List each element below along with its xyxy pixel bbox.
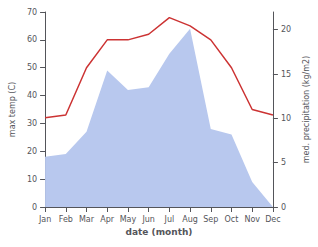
svg-text:med. precipitation (kg/m2): med. precipitation (kg/m2) xyxy=(302,56,311,163)
svg-text:Nov: Nov xyxy=(244,215,260,224)
svg-text:date (month): date (month) xyxy=(126,227,193,237)
svg-text:0: 0 xyxy=(281,203,286,212)
svg-text:Jul: Jul xyxy=(164,215,175,224)
svg-text:70: 70 xyxy=(27,8,37,17)
svg-text:May: May xyxy=(120,215,137,224)
svg-text:max temp (C): max temp (C) xyxy=(8,82,17,137)
svg-text:Aug: Aug xyxy=(182,215,198,224)
svg-text:10: 10 xyxy=(281,114,291,123)
svg-text:10: 10 xyxy=(27,175,37,184)
svg-text:Sep: Sep xyxy=(203,215,218,224)
svg-text:0: 0 xyxy=(32,203,37,212)
svg-text:Feb: Feb xyxy=(59,215,73,224)
svg-text:60: 60 xyxy=(27,35,37,44)
svg-text:30: 30 xyxy=(27,119,37,128)
svg-text:20: 20 xyxy=(27,147,37,156)
svg-text:Oct: Oct xyxy=(225,215,239,224)
svg-text:5: 5 xyxy=(281,158,286,167)
svg-text:Mar: Mar xyxy=(79,215,95,224)
svg-text:20: 20 xyxy=(281,25,291,34)
svg-text:50: 50 xyxy=(27,63,37,72)
svg-text:15: 15 xyxy=(281,70,291,79)
svg-text:Jun: Jun xyxy=(141,215,155,224)
svg-text:Apr: Apr xyxy=(100,215,115,224)
svg-text:Jan: Jan xyxy=(38,215,51,224)
svg-text:Dec: Dec xyxy=(265,215,280,224)
svg-text:40: 40 xyxy=(27,91,37,100)
